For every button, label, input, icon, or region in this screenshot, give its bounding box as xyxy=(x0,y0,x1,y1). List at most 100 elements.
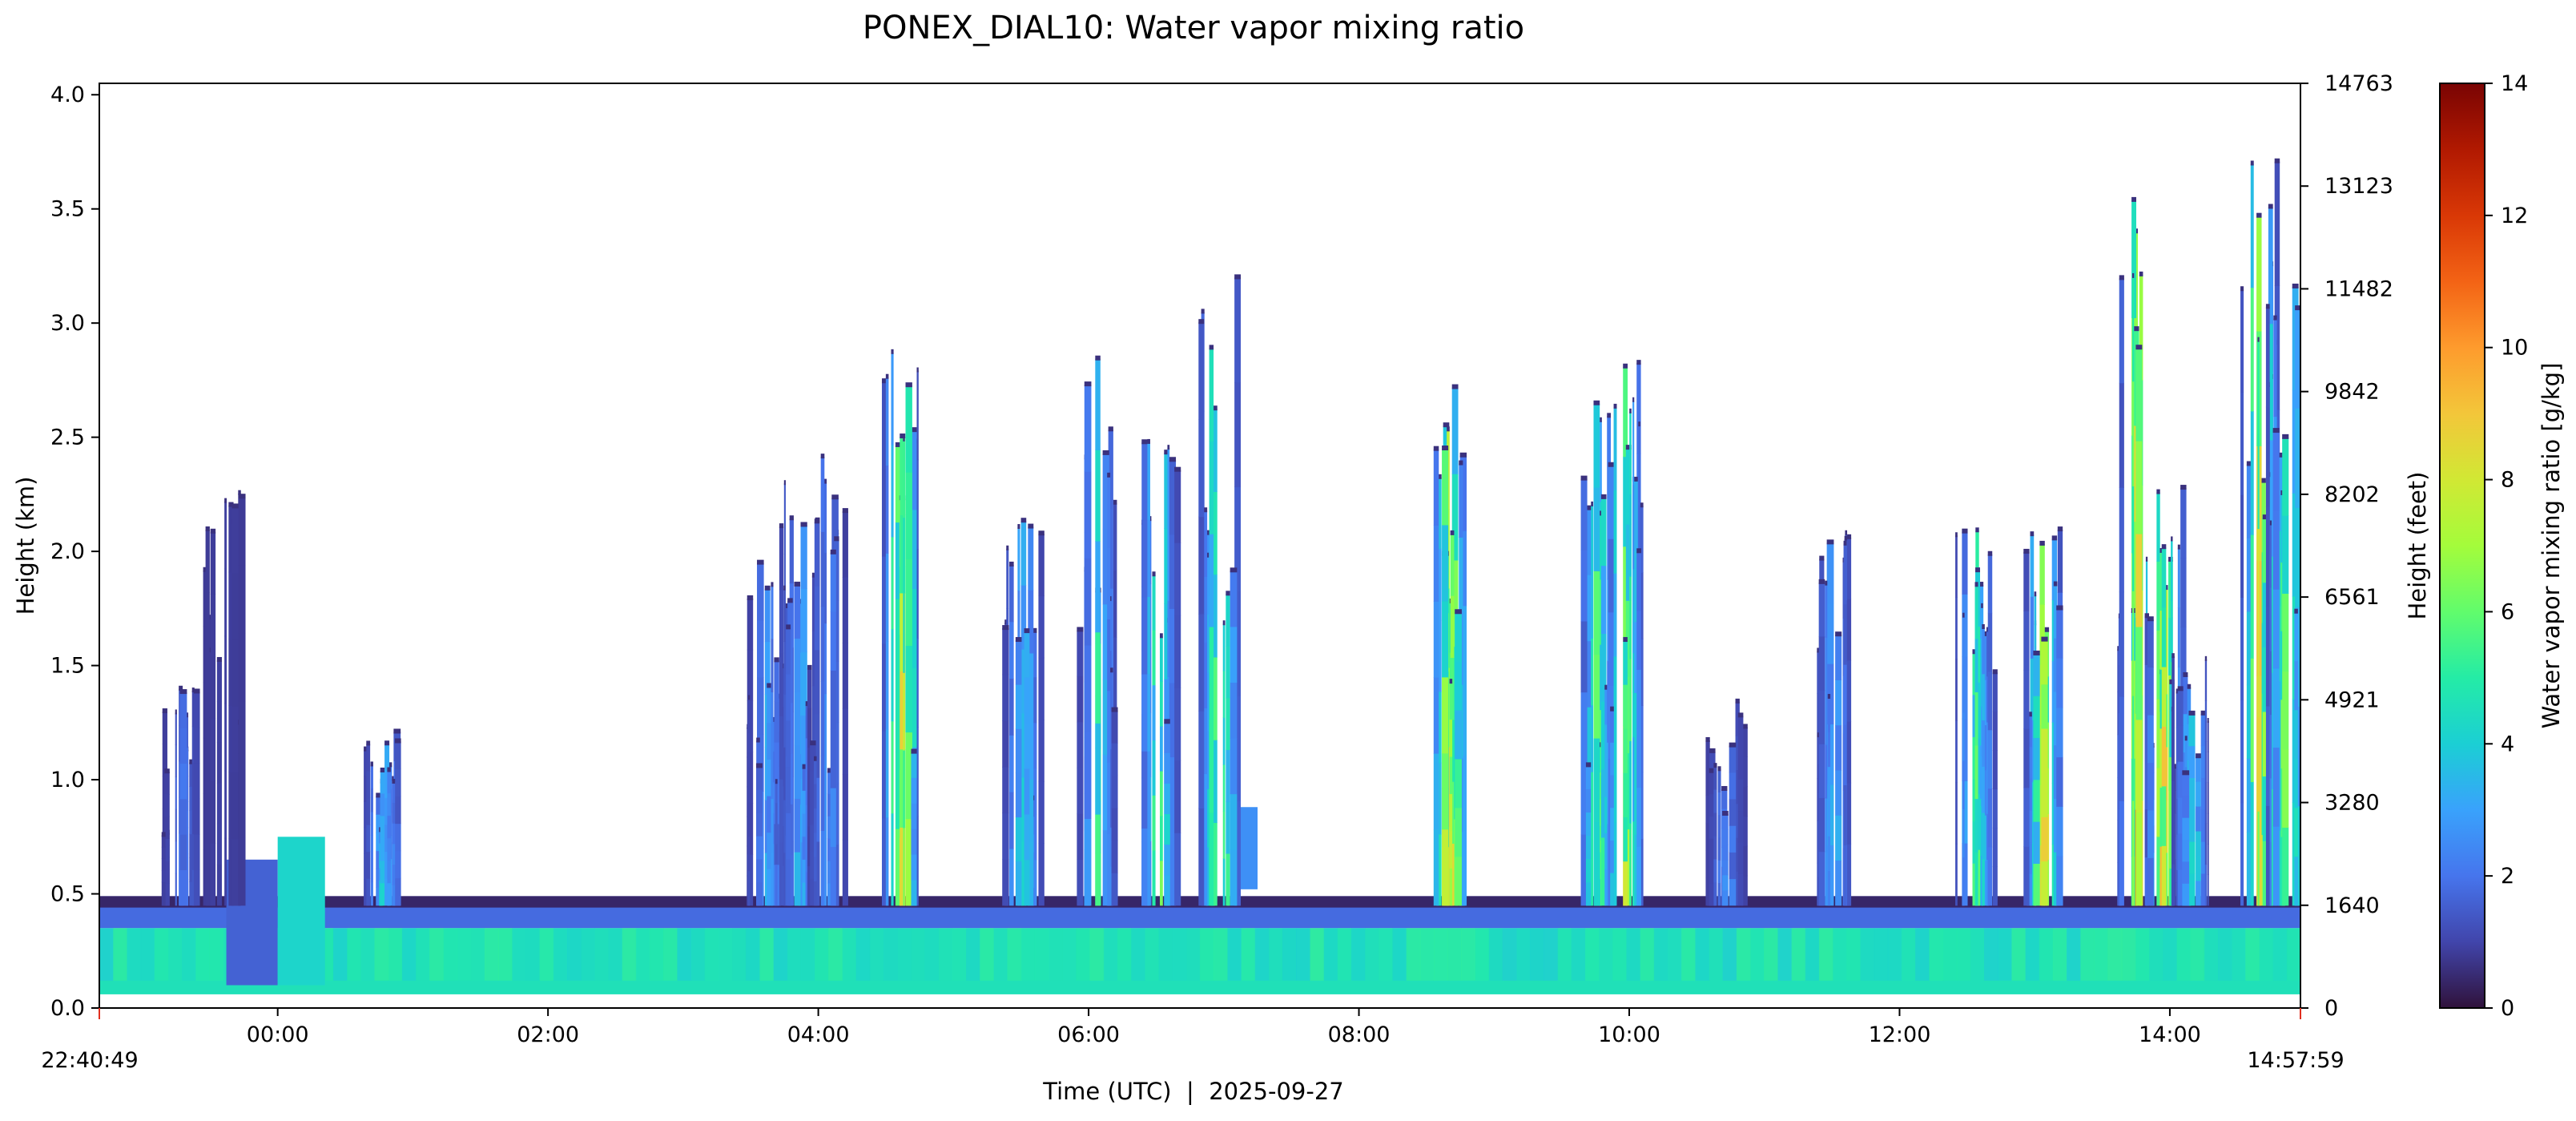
cloud-column-segment xyxy=(1164,783,1170,815)
cloud-column-cap xyxy=(1032,627,1037,633)
cloud-column-segment xyxy=(1433,829,1439,906)
x-tick-label: 08:00 xyxy=(1328,1022,1391,1047)
surface-texture-strip xyxy=(2080,928,2095,981)
cloud-column-segment xyxy=(1169,756,1177,832)
cloud-column-segment xyxy=(1015,861,1022,906)
cloud-column-segment xyxy=(2196,806,2201,832)
cloud-column-segment xyxy=(783,800,786,853)
cloud-column-segment xyxy=(228,638,234,706)
surface-texture-strip xyxy=(1076,928,1091,981)
cloud-column-segment xyxy=(810,744,816,772)
surface-texture-strip xyxy=(2149,928,2163,981)
cloud-column-segment xyxy=(1729,772,1737,800)
cloud-column-segment xyxy=(1442,449,1449,526)
y2-tick-label: 9842 xyxy=(2324,380,2380,405)
surface-texture-strip xyxy=(484,928,499,981)
cloud-column-segment xyxy=(794,638,801,692)
cloud-column-segment xyxy=(1580,478,1588,550)
surface-texture-strip xyxy=(746,928,760,981)
surface-texture-strip xyxy=(2067,928,2081,981)
surface-texture-strip xyxy=(2204,928,2219,981)
cloud-column-segment xyxy=(842,839,848,906)
cloud-column-segment xyxy=(2196,855,2201,881)
cloud-column-segment xyxy=(2053,798,2058,853)
cloud-column-segment xyxy=(1152,575,1156,631)
cloud-column-segment xyxy=(1593,571,1600,655)
cloud-column-segment xyxy=(2204,659,2208,701)
cloud-column-segment xyxy=(1038,781,1044,845)
cloud-column-cap xyxy=(1095,355,1101,361)
cloud-column-segment xyxy=(161,893,166,906)
cloud-column-segment xyxy=(1843,724,1847,785)
cloud-column-segment xyxy=(802,790,806,814)
x-tick-label: 10:00 xyxy=(1598,1022,1660,1047)
surface-texture-strip xyxy=(1350,928,1366,981)
surface-texture-strip xyxy=(993,928,1008,981)
cloud-column-segment xyxy=(771,745,774,800)
cloud-column-segment xyxy=(1817,849,1819,878)
surface-texture-strip xyxy=(1254,928,1270,981)
surface-texture-strip xyxy=(1695,928,1710,981)
cloud-column-cap xyxy=(1978,582,1984,587)
cloud-column-segment xyxy=(1141,519,1149,598)
cloud-column-segment xyxy=(1009,678,1014,736)
cloud-column-segment xyxy=(820,531,825,607)
cloud-column-cap xyxy=(775,779,778,784)
cloud-column-segment xyxy=(794,852,801,906)
cloud-column-segment xyxy=(1095,541,1101,633)
surface-texture-strip xyxy=(1805,928,1820,981)
surface-texture-strip xyxy=(938,928,953,981)
cloud-column-segment xyxy=(1847,782,1852,845)
cloud-column-segment xyxy=(1107,833,1111,906)
cloud-column-cap xyxy=(175,709,177,715)
cloud-column-cap xyxy=(1608,462,1615,467)
cloud-column-cap xyxy=(2144,613,2150,619)
cloud-column-segment xyxy=(1974,852,1978,906)
cloud-column-segment xyxy=(1442,676,1449,754)
cloud-column-cap xyxy=(1167,445,1170,450)
cloud-column-segment xyxy=(1818,636,1825,691)
cloud-column-segment xyxy=(2132,381,2135,487)
cloud-column-segment xyxy=(2257,528,2260,623)
surface-texture-strip xyxy=(1777,928,1793,981)
cloud-column-cap xyxy=(2034,591,2037,597)
cloud-column-cap xyxy=(1844,535,1850,541)
cloud-column-segment xyxy=(771,585,774,639)
colorbar-tick-label: 10 xyxy=(2501,336,2528,361)
cloud-column-segment xyxy=(2051,538,2058,601)
cloud-column-segment xyxy=(1741,727,1748,757)
cloud-column-segment xyxy=(2119,591,2124,697)
x-tick-label: 14:00 xyxy=(2139,1022,2201,1047)
cloud-column-segment xyxy=(1593,487,1600,571)
surface-texture-strip xyxy=(167,928,183,981)
cloud-column-segment xyxy=(2272,747,2280,827)
cloud-column-segment xyxy=(224,568,227,637)
cloud-column-segment xyxy=(1209,348,1214,442)
cloud-column-segment xyxy=(1827,732,1831,768)
cloud-column-segment xyxy=(881,381,889,470)
cloud-column-segment xyxy=(2240,392,2244,495)
cloud-column-segment xyxy=(1113,570,1117,638)
cloud-column-cap xyxy=(2292,283,2299,288)
cloud-column-segment xyxy=(394,850,401,879)
cloud-column-segment xyxy=(1459,680,1467,756)
cloud-column-segment xyxy=(1002,628,1009,675)
cloud-column-segment xyxy=(2265,506,2270,607)
cloud-column-segment xyxy=(903,827,905,906)
cloud-column-segment xyxy=(1024,768,1030,815)
cloud-column-segment xyxy=(384,825,390,853)
cloud-column-segment xyxy=(1625,600,1632,677)
cloud-column-segment xyxy=(1585,858,1592,883)
y-tick-label: 2.5 xyxy=(50,425,85,450)
cloud-column-segment xyxy=(1818,690,1825,744)
cloud-column-segment xyxy=(2188,713,2196,747)
cloud-column-cap xyxy=(1113,499,1117,505)
cloud-column-segment xyxy=(1455,612,1462,662)
cloud-column-segment xyxy=(1580,834,1588,906)
cloud-column-segment xyxy=(1835,635,1842,680)
surface-texture-strip xyxy=(2190,928,2205,981)
cloud-column-segment xyxy=(2033,696,2040,739)
cloud-column-segment xyxy=(757,734,764,792)
cloud-column-segment xyxy=(810,797,816,825)
cloud-column-segment xyxy=(2188,873,2196,906)
